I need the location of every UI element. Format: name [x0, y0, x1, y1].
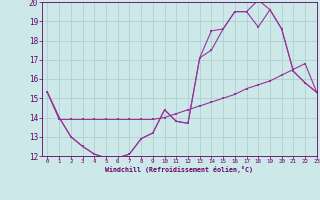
X-axis label: Windchill (Refroidissement éolien,°C): Windchill (Refroidissement éolien,°C)	[105, 166, 253, 173]
